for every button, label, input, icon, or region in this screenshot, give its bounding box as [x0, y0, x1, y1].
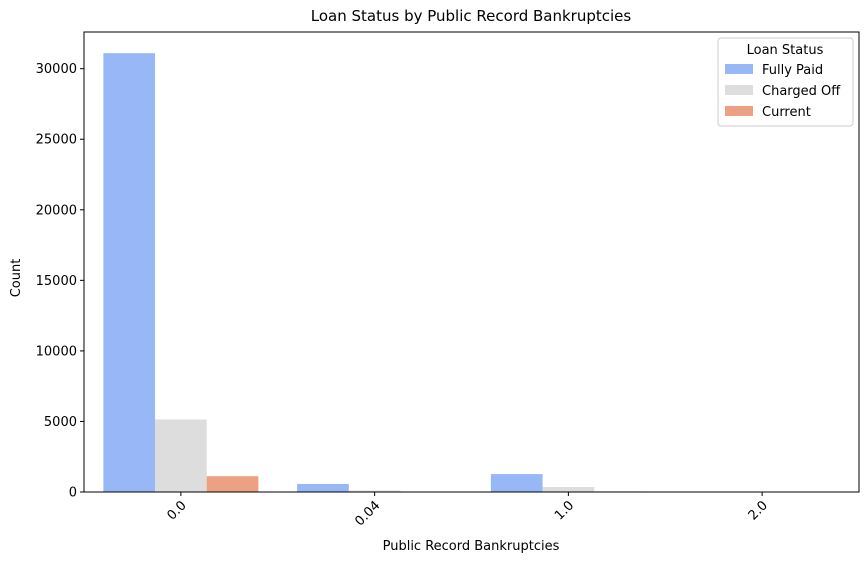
axes-group: 0 5000 10000 15000 20000 25000 30000 0.0 0.04 1.0… [36, 31, 860, 529]
bar-fully-paid-0_04 [297, 483, 349, 492]
bar-charged-off-0_0 [155, 419, 207, 492]
y-tick-label: 0 [69, 486, 77, 501]
bar-charged-off-0_04 [348, 490, 401, 492]
legend-frame [717, 37, 854, 127]
y-tick-label: 5000 [44, 415, 77, 430]
y-tick-label: 20000 [36, 203, 77, 218]
legend-label: Current [762, 105, 811, 120]
legend: Loan Status Fully Paid Charged Off Current [717, 37, 854, 127]
chart-title: Loan Status by Public Record Bankruptcie… [311, 7, 632, 25]
y-tick-label: 10000 [36, 344, 77, 359]
legend-items: Fully Paid Charged Off Current [725, 63, 841, 120]
x-tick-label: 0.04 [352, 498, 383, 529]
y-tick-label: 15000 [36, 274, 77, 289]
plot-frame [83, 31, 860, 493]
bar-current-0_0 [206, 476, 259, 492]
x-axis-label: Public Record Bankruptcies [383, 539, 560, 554]
y-axis-label: Count [9, 259, 24, 298]
x-tick-label: 1.0 [552, 498, 577, 523]
x-tick-label: 0.0 [164, 498, 189, 523]
bar-charged-off-1_0 [542, 487, 595, 492]
y-tick-label: 25000 [36, 133, 77, 148]
x-tick-label: 2.0 [746, 498, 771, 523]
y-tick-label: 30000 [36, 62, 77, 77]
bars-group [103, 53, 788, 492]
legend-swatch [725, 64, 753, 74]
legend-swatch [725, 85, 753, 95]
legend-swatch [725, 106, 753, 116]
bar-fully-paid-0_0 [103, 53, 156, 492]
bar-fully-paid-1_0 [490, 474, 543, 492]
legend-title: Loan Status [747, 43, 824, 58]
legend-label: Charged Off [762, 84, 841, 99]
legend-label: Fully Paid [762, 63, 823, 78]
